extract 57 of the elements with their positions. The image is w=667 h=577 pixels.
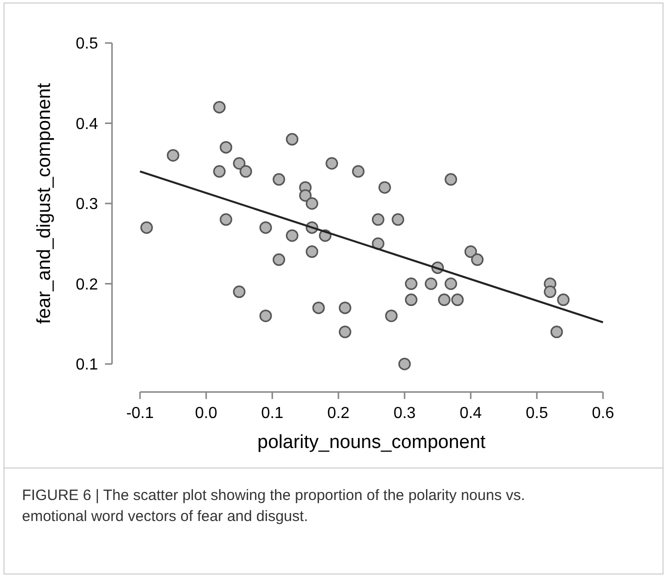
- point: [372, 237, 384, 250]
- point: [272, 253, 286, 266]
- point: [398, 358, 411, 370]
- point: [232, 157, 246, 170]
- point: [299, 189, 312, 202]
- point: [232, 286, 246, 298]
- caption: FIGURE 6 | The scatter plot showing the proportion of the polarity nouns vs. emotional word vectors of fear and disgust.: [22, 487, 526, 525]
- point: [213, 165, 226, 178]
- point: [166, 149, 180, 162]
- point: [240, 165, 252, 178]
- point: [306, 197, 318, 210]
- point: [140, 221, 153, 234]
- point: [338, 326, 352, 338]
- point: [352, 165, 365, 178]
- x-tick-label: 0.1: [261, 405, 284, 422]
- point: [385, 310, 398, 322]
- point: [404, 278, 418, 290]
- point: [378, 181, 391, 194]
- x-tick-label: 0.4: [460, 405, 482, 422]
- point: [286, 133, 298, 146]
- y-tick-label: 0.2: [76, 276, 98, 294]
- x-axis-title: polarity_nouns_component: [257, 432, 486, 453]
- point: [220, 141, 232, 154]
- point: [550, 326, 563, 338]
- point: [544, 286, 556, 298]
- x-tick-label: 0.6: [592, 405, 614, 422]
- x-tick-label: 0.5: [526, 405, 548, 422]
- point: [306, 245, 318, 258]
- point: [392, 213, 404, 226]
- y-tick-label: 0.5: [76, 36, 98, 53]
- point: [220, 213, 232, 226]
- point: [326, 157, 338, 170]
- point: [312, 302, 325, 314]
- point: [464, 245, 477, 258]
- point: [404, 294, 418, 306]
- point: [438, 294, 451, 306]
- point: [451, 294, 464, 306]
- point: [444, 278, 458, 290]
- point: [272, 173, 286, 186]
- x-tick-label: 0.0: [195, 405, 218, 422]
- x-tick-label: 0.2: [327, 405, 350, 422]
- y-tick-label: 0.1: [76, 356, 98, 374]
- point: [259, 221, 272, 234]
- x-tick-label: 0.3: [393, 405, 416, 422]
- y-tick-label: 0.4: [76, 116, 98, 133]
- point: [444, 173, 458, 186]
- point: [471, 253, 484, 266]
- x-tick-label: -0.1: [126, 405, 154, 422]
- point: [259, 310, 272, 322]
- point: [424, 278, 438, 290]
- point: [213, 100, 226, 114]
- point: [372, 213, 384, 226]
- y-axis-title: fear_and_digust_component: [34, 82, 55, 324]
- point: [286, 229, 298, 242]
- y-tick-label: 0.3: [76, 196, 98, 214]
- point: [338, 302, 352, 314]
- point: [557, 294, 570, 306]
